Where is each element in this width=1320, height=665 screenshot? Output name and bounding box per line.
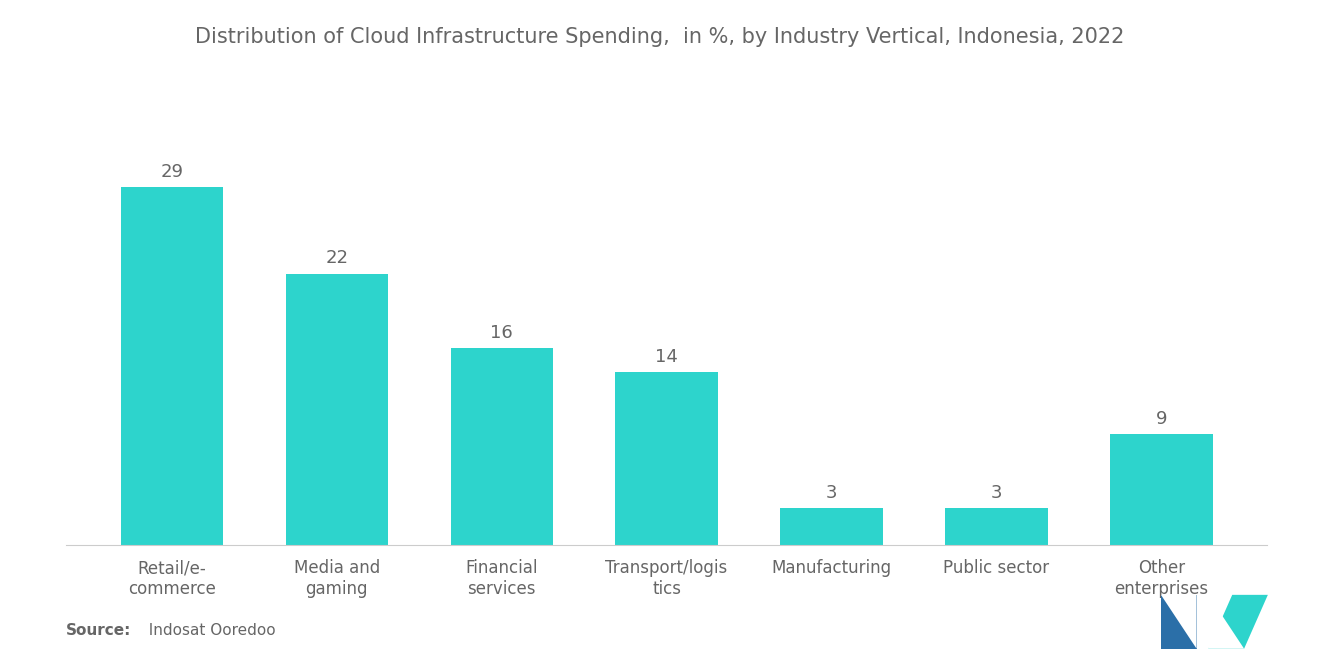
Polygon shape [1209,595,1267,649]
Polygon shape [1209,595,1243,649]
Polygon shape [1162,595,1196,649]
Bar [285,273,388,545]
Text: Indosat Ooredoo: Indosat Ooredoo [139,623,276,638]
Bar [945,508,1048,545]
Text: Distribution of Cloud Infrastructure Spending,  in %, by Industry Vertical, Indo: Distribution of Cloud Infrastructure Spe… [195,27,1125,47]
Polygon shape [1162,595,1196,649]
Bar [780,508,883,545]
Text: Source:: Source: [66,623,132,638]
Bar [120,187,223,545]
Text: 22: 22 [325,249,348,267]
Text: 9: 9 [1156,410,1167,428]
Bar [1110,434,1213,545]
Bar [450,348,553,545]
Text: 29: 29 [160,163,183,181]
Text: 16: 16 [490,324,513,342]
Text: 3: 3 [991,484,1002,502]
Text: 14: 14 [655,348,678,366]
Bar [615,372,718,545]
Text: 3: 3 [826,484,837,502]
